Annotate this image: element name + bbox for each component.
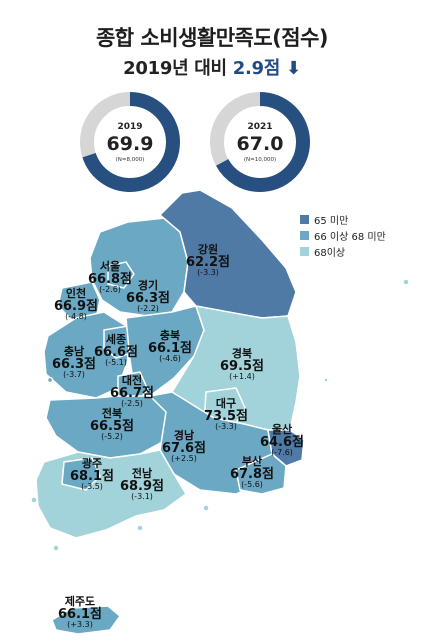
region-label-busan: 부산 67.8점 (-5.6) xyxy=(229,455,275,490)
subtitle-prefix: 2019년 대비 xyxy=(123,58,233,79)
region-label-gyeongbuk: 경북 69.5점 (+1.4) xyxy=(219,347,265,382)
legend: 65 미만 66 이상 68 미만 68이상 xyxy=(300,211,386,259)
donut-year: 2019 xyxy=(117,122,143,132)
legend-item: 66 이상 68 미만 xyxy=(300,227,386,243)
main-title: 종합 소비생활만족도(점수) xyxy=(95,26,329,50)
donut-score: 69.9 xyxy=(106,133,154,155)
island xyxy=(136,524,144,532)
legend-item: 68이상 xyxy=(300,243,386,259)
region-jeonbuk xyxy=(45,395,169,459)
region-label-chungbuk: 충북 66.1점 (-4.6) xyxy=(147,329,193,364)
legend-swatch xyxy=(300,214,309,224)
region-busan xyxy=(235,453,287,495)
donut-year: 2021 xyxy=(247,122,273,132)
region-label-gyeonggi: 경기 66.3점 (-2.2) xyxy=(125,279,171,314)
island-dokdo xyxy=(323,377,329,383)
island xyxy=(202,504,210,512)
donut-2019: 2019 69.9 (N=8,000) xyxy=(78,90,182,194)
region-sejong xyxy=(103,325,135,359)
region-label-gyeongnam: 경남 67.6점 (+2.5) xyxy=(161,429,207,464)
subtitle-value: 2.9점 xyxy=(232,58,281,79)
region-label-jeonbuk: 전북 66.5점 (-5.2) xyxy=(89,407,135,442)
down-arrow-icon: ⬇ xyxy=(286,58,301,79)
region-seoul xyxy=(107,261,135,289)
donut-2021: 2021 67.0 (N=10,000) xyxy=(208,90,312,194)
region-label-daegu: 대구 73.5점 (-3.3) xyxy=(203,397,249,432)
region-label-sejong: 세종 66.6점 (-5.1) xyxy=(93,333,139,368)
region-label-incheon: 인천 66.9점 (-4.8) xyxy=(53,287,99,322)
legend-item: 65 미만 xyxy=(300,211,386,227)
region-label-daejeon: 대전 66.7점 (-2.5) xyxy=(109,374,155,409)
donut-sample-size: (N=8,000) xyxy=(115,157,145,163)
region-label-jeonnam: 전남 68.9점 (-3.1) xyxy=(119,467,165,502)
region-gwangju xyxy=(61,457,101,491)
island xyxy=(52,544,60,552)
island xyxy=(30,496,38,504)
region-label-seoul: 서울 66.8점 (-2.6) xyxy=(87,260,133,295)
region-label-gwangju: 광주 68.1점 (-3.5) xyxy=(69,457,115,492)
subtitle: 2019년 대비 2.9점 ⬇ xyxy=(0,54,424,80)
region-jeju xyxy=(51,605,121,635)
donut-score: 67.0 xyxy=(236,133,284,155)
region-label-ulsan: 울산 64.6점 (-7.6) xyxy=(259,423,305,458)
island xyxy=(46,376,54,384)
legend-swatch xyxy=(300,230,309,240)
island-ulleung xyxy=(402,278,410,286)
region-label-gangwon: 강원 62.2점 (-3.3) xyxy=(185,243,231,278)
region-label-chungnam: 충남 66.3점 (-3.7) xyxy=(51,345,97,380)
donut-sample-size: (N=10,000) xyxy=(243,157,277,163)
region-label-jeju: 제주도 66.1점 (+3.3) xyxy=(57,595,103,630)
legend-swatch xyxy=(300,246,309,256)
